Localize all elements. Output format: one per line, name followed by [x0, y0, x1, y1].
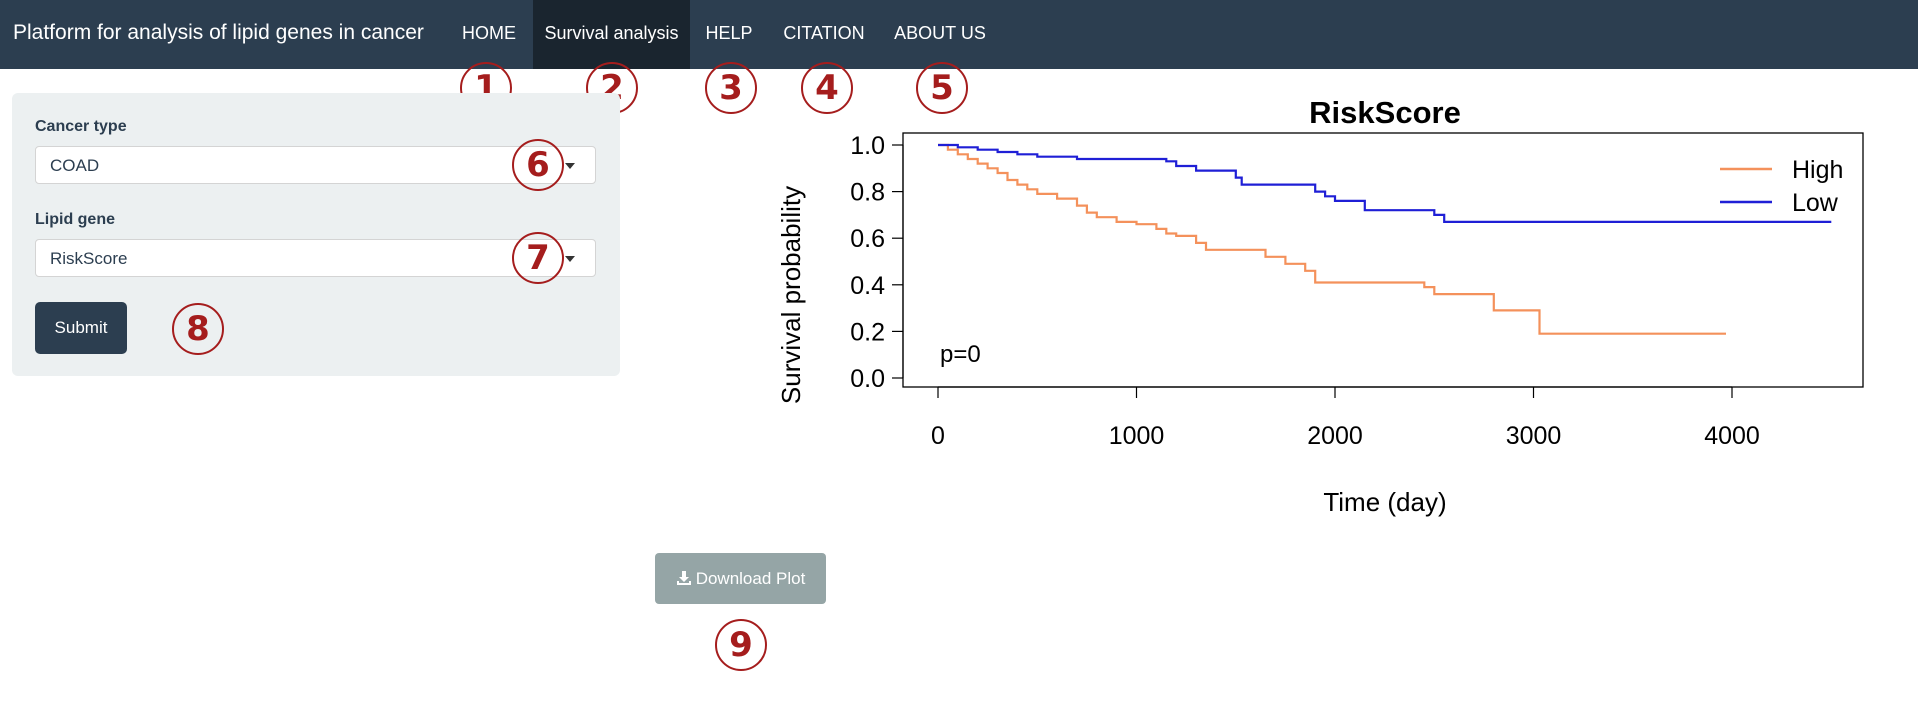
callout-badge-8: 8 — [172, 303, 224, 355]
callout-badge-3: 3 — [705, 62, 757, 114]
cancer-type-label: Cancer type — [35, 118, 127, 135]
x-tick-label: 0 — [931, 422, 945, 450]
callout-badge-6: 6 — [512, 139, 564, 191]
x-tick-label: 4000 — [1704, 422, 1760, 450]
lipid-gene-value: RiskScore — [50, 249, 128, 268]
download-icon — [676, 571, 691, 585]
survival-plot: RiskScore Survival probability Time (day… — [776, 95, 1864, 517]
chevron-down-icon — [565, 163, 575, 169]
nav-help[interactable]: HELP — [705, 23, 753, 43]
callout-badge-4: 4 — [801, 62, 853, 114]
nav-home[interactable]: HOME — [462, 23, 516, 43]
cancer-type-select[interactable]: COAD — [35, 146, 596, 184]
y-tick-label: 0.2 — [850, 318, 885, 346]
y-tick-label: 0.0 — [850, 365, 885, 393]
callout-badge-7: 7 — [512, 232, 564, 284]
nav-citation[interactable]: CITATION — [783, 23, 865, 43]
callout-badge-5: 5 — [916, 62, 968, 114]
x-tick-label: 2000 — [1307, 422, 1363, 450]
x-tick-label: 1000 — [1109, 422, 1165, 450]
chart-title: RiskScore — [1309, 95, 1461, 130]
y-tick-label: 1.0 — [850, 132, 885, 160]
top-navbar: Platform for analysis of lipid genes in … — [0, 0, 1918, 69]
app-brand[interactable]: Platform for analysis of lipid genes in … — [13, 21, 424, 44]
p-value-annotation: p=0 — [940, 341, 981, 368]
plot-frame — [902, 132, 1864, 388]
x-tick-label: 3000 — [1506, 422, 1562, 450]
lipid-gene-label: Lipid gene — [35, 211, 115, 228]
y-tick-label: 0.4 — [850, 272, 885, 300]
input-panel: Cancer type COAD Lipid gene RiskScore Su… — [12, 93, 620, 376]
lipid-gene-select[interactable]: RiskScore — [35, 239, 596, 277]
legend-label-high: High — [1792, 156, 1843, 184]
y-tick-label: 0.8 — [850, 179, 885, 207]
y-tick-label: 0.6 — [850, 225, 885, 253]
cancer-type-value: COAD — [50, 156, 100, 175]
nav-about-us[interactable]: ABOUT US — [894, 23, 986, 43]
download-plot-button[interactable]: Download Plot — [655, 553, 826, 604]
survival-curve-low — [938, 143, 1832, 223]
y-axis-label: Survival probability — [776, 186, 806, 404]
nav-survival-analysis[interactable]: Survival analysis — [533, 0, 690, 69]
survival-curve-high — [938, 143, 1726, 335]
submit-button[interactable]: Submit — [35, 302, 127, 354]
callout-badge-9: 9 — [715, 619, 767, 671]
legend-label-low: Low — [1792, 189, 1839, 217]
x-axis-label: Time (day) — [1323, 487, 1446, 517]
chevron-down-icon — [565, 256, 575, 262]
download-plot-label: Download Plot — [695, 569, 806, 588]
